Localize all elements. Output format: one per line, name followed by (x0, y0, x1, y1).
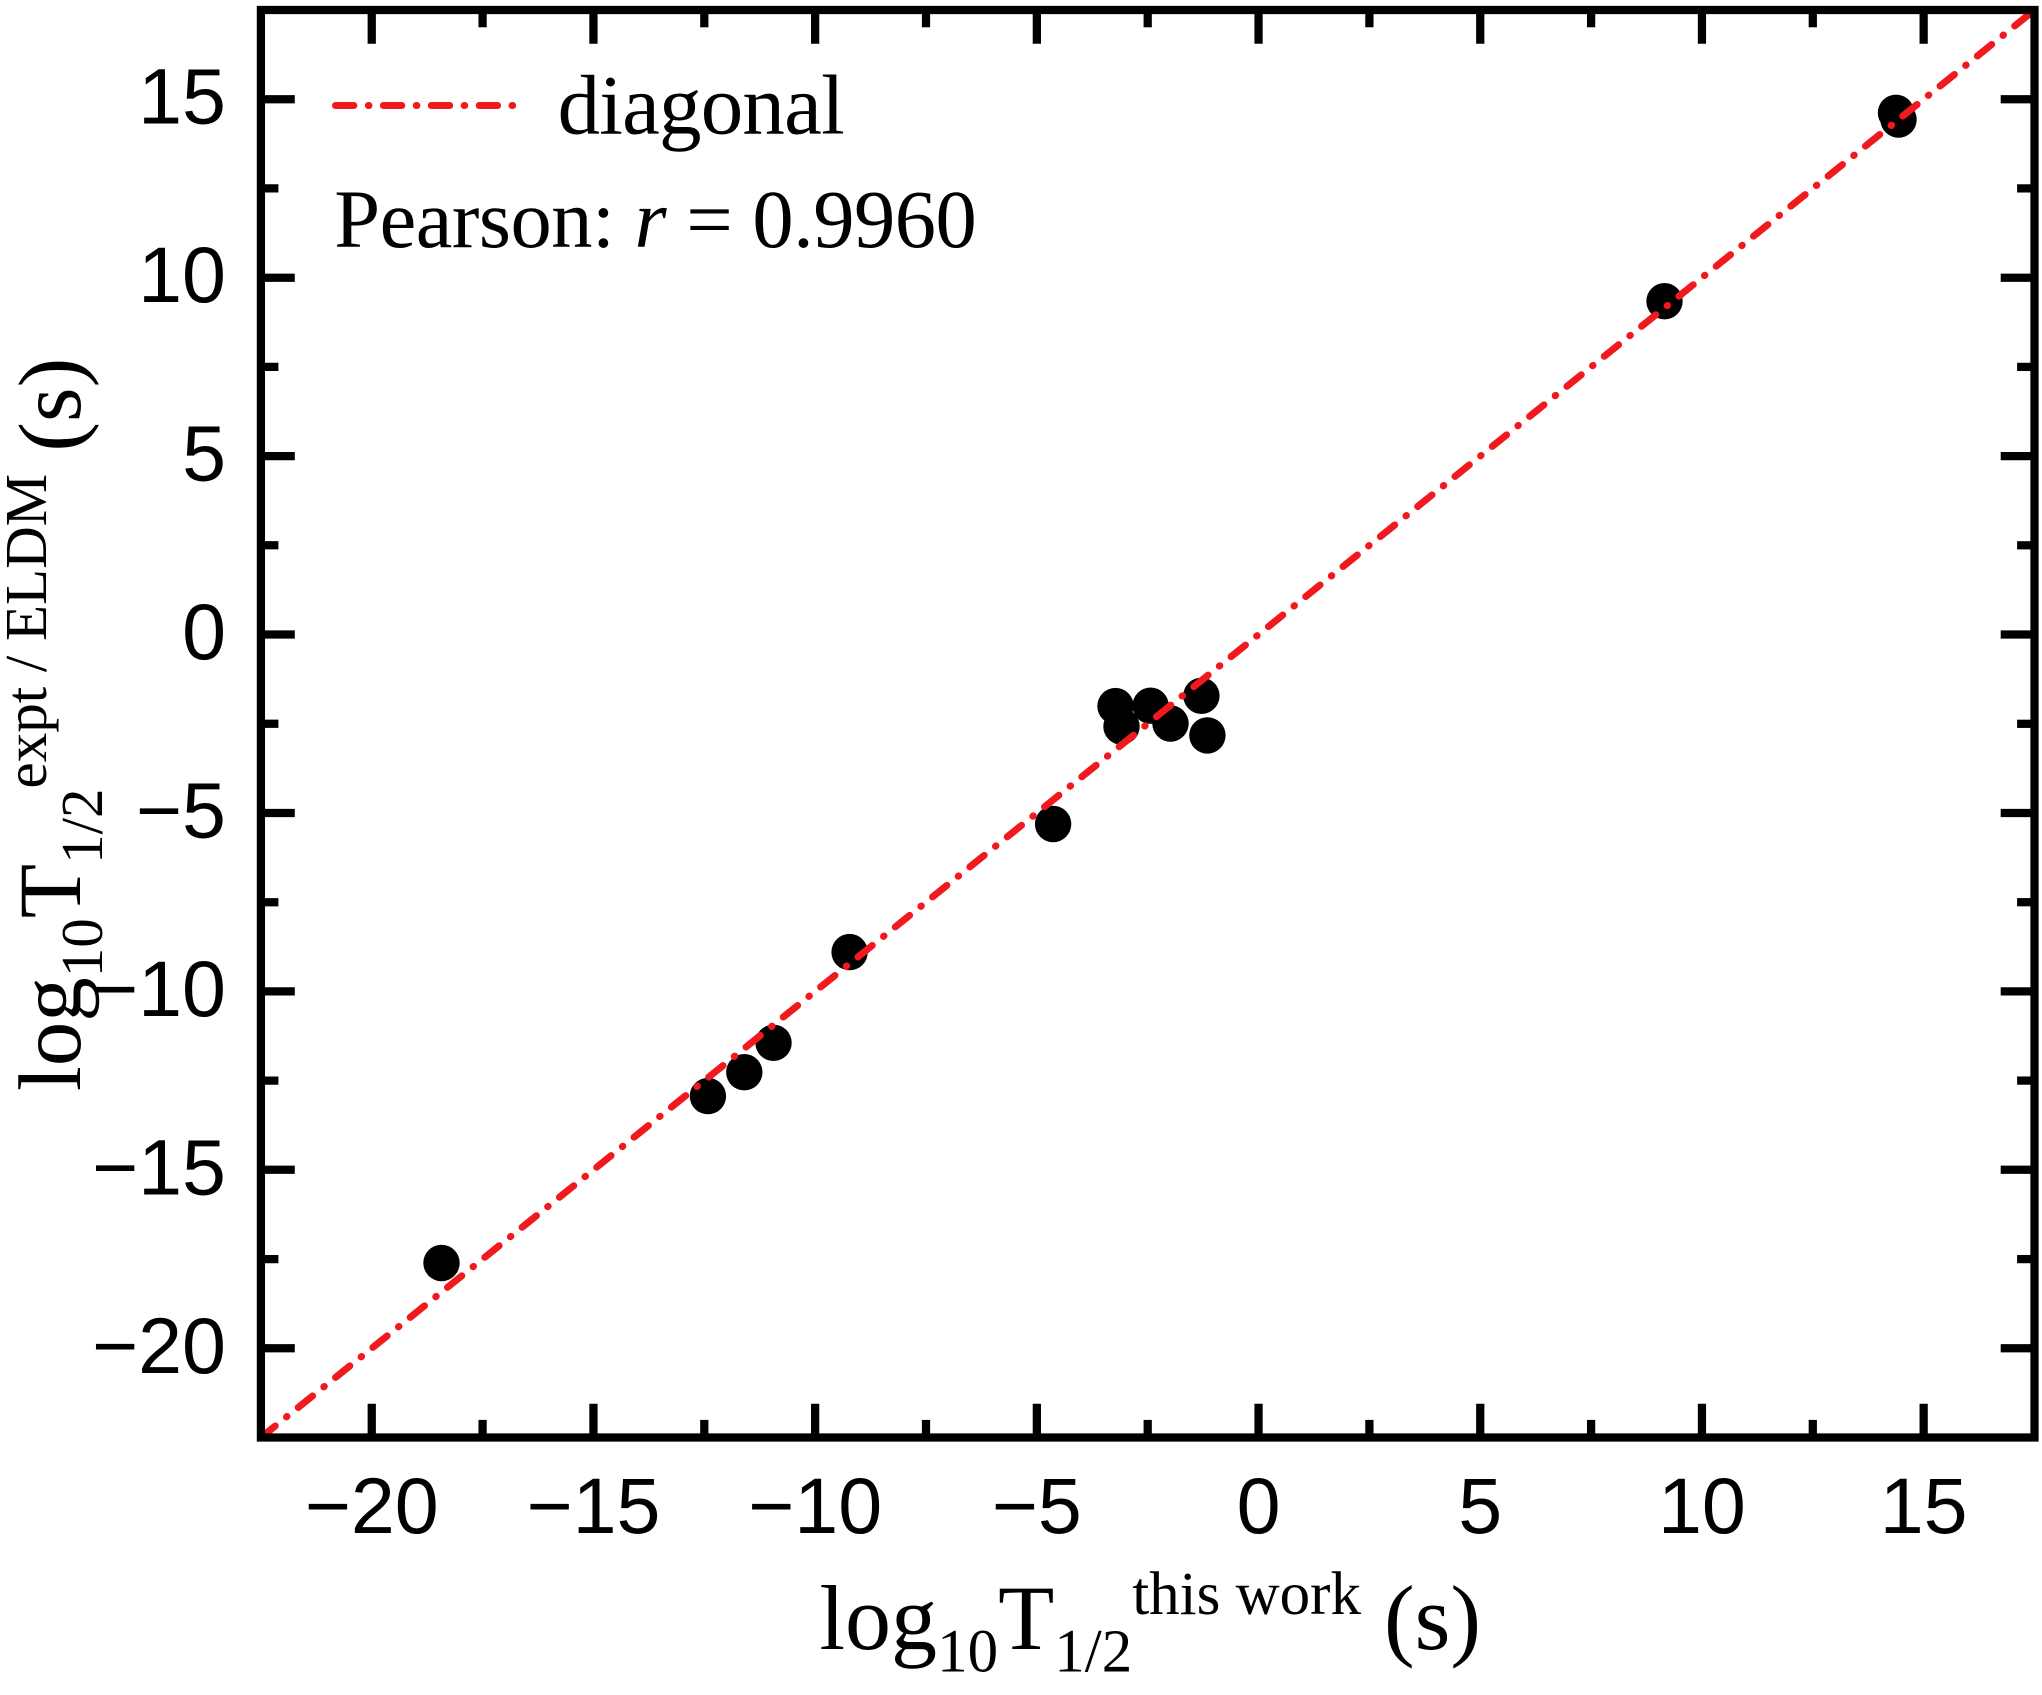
svg-text:−15: −15 (92, 1122, 226, 1211)
svg-text:−5: −5 (136, 766, 226, 855)
svg-text:−10: −10 (92, 944, 226, 1033)
svg-text:diagonal: diagonal (558, 59, 844, 153)
svg-text:10: 10 (1658, 1461, 1746, 1550)
svg-text:−10: −10 (748, 1461, 882, 1550)
svg-text:−15: −15 (526, 1461, 660, 1550)
svg-text:0: 0 (182, 587, 226, 676)
svg-text:5: 5 (1458, 1461, 1502, 1550)
svg-text:−20: −20 (92, 1301, 226, 1390)
svg-text:10: 10 (138, 230, 226, 319)
svg-text:15: 15 (1880, 1461, 1968, 1550)
svg-text:0: 0 (1237, 1461, 1281, 1550)
svg-text:5: 5 (182, 409, 226, 498)
svg-text:Pearson: r = 0.9960: Pearson: r = 0.9960 (334, 173, 976, 265)
svg-text:−5: −5 (992, 1461, 1082, 1550)
svg-text:−20: −20 (305, 1461, 439, 1550)
svg-text:15: 15 (138, 52, 226, 141)
